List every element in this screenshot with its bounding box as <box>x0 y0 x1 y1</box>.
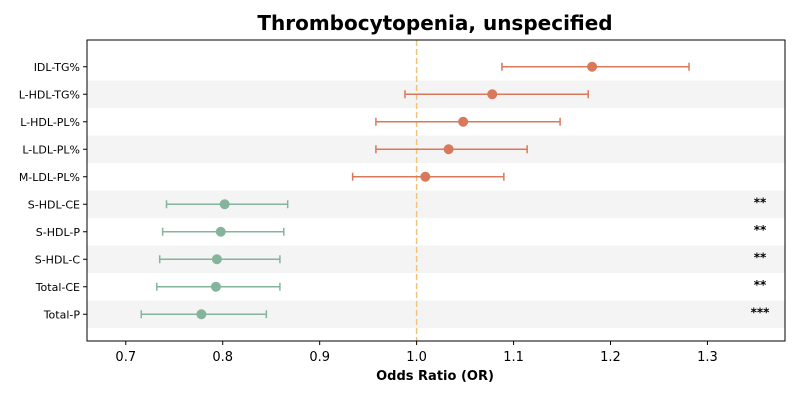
x-axis-label: Odds Ratio (OR) <box>376 369 494 384</box>
x-tick-label: 0.9 <box>309 350 330 365</box>
category-label: Total-CE <box>35 281 80 294</box>
x-tick-label: 1.0 <box>406 350 427 365</box>
x-axis-ticks: 0.7 0.8 0.9 1.0 1.1 1.2 1.3 <box>115 341 718 365</box>
x-tick-label: 0.8 <box>212 350 233 365</box>
category-label: Total-P <box>43 308 81 321</box>
significance-label: ** <box>754 250 767 264</box>
significance-label: ** <box>754 195 767 209</box>
or-point <box>215 226 226 237</box>
x-tick-label: 0.7 <box>115 350 136 365</box>
category-label: S-HDL-C <box>35 253 81 266</box>
or-point <box>487 89 498 100</box>
or-point <box>420 171 431 182</box>
or-point <box>587 61 598 72</box>
or-point <box>443 144 454 155</box>
category-label: S-HDL-CE <box>28 198 80 211</box>
or-point <box>211 254 222 265</box>
significance-label: *** <box>751 305 771 319</box>
plot-frame <box>86 39 786 342</box>
or-point <box>219 199 230 210</box>
category-label: L-HDL-PL% <box>20 116 80 129</box>
x-tick-label: 1.2 <box>600 350 621 365</box>
or-point <box>196 309 207 320</box>
chart-title: Thrombocytopenia, unspecified <box>257 11 612 35</box>
category-label: IDL-TG% <box>34 61 80 74</box>
or-point <box>210 281 221 292</box>
category-label: S-HDL-P <box>36 226 81 239</box>
significance-label: ** <box>754 223 767 237</box>
category-label: L-LDL-PL% <box>22 143 80 156</box>
category-labels: IDL-TG% L-HDL-TG% L-HDL-PL% L-LDL-PL% M-LDL-… <box>19 61 87 321</box>
x-tick-label: 1.3 <box>697 350 718 365</box>
significance-labels: *********** <box>751 195 771 319</box>
category-label: L-HDL-TG% <box>19 88 80 101</box>
x-tick-label: 1.1 <box>503 350 524 365</box>
data-marks <box>140 61 690 320</box>
significance-label: ** <box>754 278 767 292</box>
category-label: M-LDL-PL% <box>19 171 80 184</box>
or-point <box>458 116 469 127</box>
